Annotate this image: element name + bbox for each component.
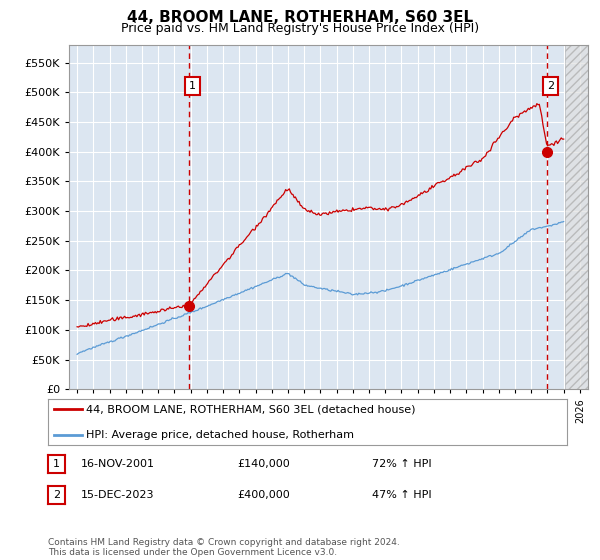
Text: 15-DEC-2023: 15-DEC-2023	[81, 490, 155, 500]
Text: 44, BROOM LANE, ROTHERHAM, S60 3EL (detached house): 44, BROOM LANE, ROTHERHAM, S60 3EL (deta…	[86, 404, 415, 414]
Text: 1: 1	[53, 459, 60, 469]
Text: 2: 2	[547, 81, 554, 91]
Text: 2: 2	[53, 490, 60, 500]
Text: HPI: Average price, detached house, Rotherham: HPI: Average price, detached house, Roth…	[86, 430, 354, 440]
Text: 16-NOV-2001: 16-NOV-2001	[81, 459, 155, 469]
Text: 72% ↑ HPI: 72% ↑ HPI	[372, 459, 431, 469]
Text: Contains HM Land Registry data © Crown copyright and database right 2024.
This d: Contains HM Land Registry data © Crown c…	[48, 538, 400, 557]
Text: 47% ↑ HPI: 47% ↑ HPI	[372, 490, 431, 500]
Text: 44, BROOM LANE, ROTHERHAM, S60 3EL: 44, BROOM LANE, ROTHERHAM, S60 3EL	[127, 10, 473, 25]
Text: £140,000: £140,000	[237, 459, 290, 469]
Text: 1: 1	[189, 81, 196, 91]
Bar	[565, 45, 588, 389]
Text: Price paid vs. HM Land Registry's House Price Index (HPI): Price paid vs. HM Land Registry's House …	[121, 22, 479, 35]
Text: £400,000: £400,000	[237, 490, 290, 500]
